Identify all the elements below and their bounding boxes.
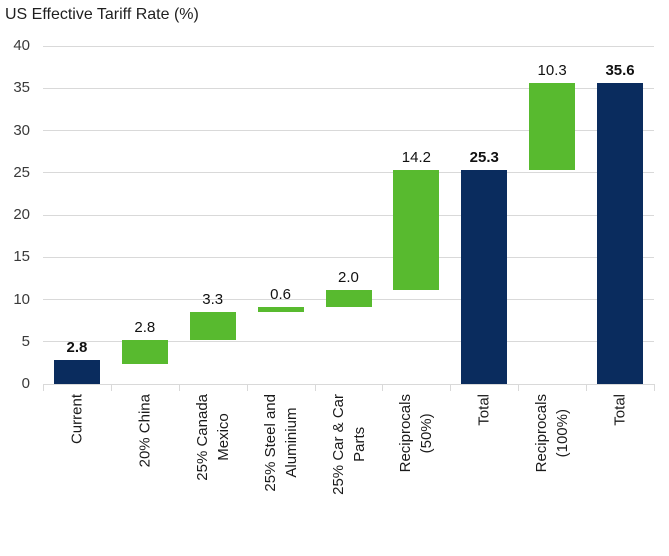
bar-increment xyxy=(393,170,440,291)
gridline xyxy=(43,130,654,131)
gridline xyxy=(43,214,654,216)
x-axis-label: 25% Car & Car Parts xyxy=(329,394,368,495)
y-axis-tick-label: 15 xyxy=(13,248,30,266)
gridline xyxy=(43,45,654,47)
bar-value-label: 10.3 xyxy=(537,62,567,80)
x-axis-label: 20% China xyxy=(136,394,154,468)
x-axis-tick xyxy=(450,384,452,391)
gridline xyxy=(43,172,654,174)
x-axis-tick xyxy=(246,384,248,391)
x-axis-tick xyxy=(178,384,180,391)
bar-increment xyxy=(325,290,372,308)
x-axis-label: 25% Steel and Aluminium xyxy=(261,394,300,492)
bar-increment xyxy=(189,312,236,341)
bar-value-label: 0.6 xyxy=(270,286,292,304)
x-axis-label: Reciprocals (50%) xyxy=(397,394,436,473)
bar-value-label: 14.2 xyxy=(401,149,431,167)
x-axis-tick xyxy=(110,384,112,391)
x-axis-tick xyxy=(314,384,316,391)
bar-total xyxy=(597,83,644,384)
bar-value-label: 3.3 xyxy=(202,291,224,309)
y-axis-tick-label: 25 xyxy=(13,163,30,181)
x-axis-label: 25% Canada Mexico xyxy=(193,394,232,481)
x-axis-label: Current xyxy=(68,394,86,445)
bar-increment xyxy=(529,83,576,171)
y-axis-tick-label: 40 xyxy=(13,37,30,54)
x-axis-tick xyxy=(382,384,384,391)
bar-value-label: 25.3 xyxy=(469,149,499,167)
bar-value-label: 2.8 xyxy=(66,339,88,357)
bar-value-label: 2.0 xyxy=(338,269,359,287)
y-axis-tick-label: 20 xyxy=(13,206,30,223)
gridline xyxy=(43,383,654,385)
x-axis-tick xyxy=(518,384,520,391)
gridline xyxy=(43,87,654,89)
x-axis-tick xyxy=(654,384,655,391)
x-axis-label: Total xyxy=(611,394,629,426)
bar-value-label: 35.6 xyxy=(605,62,635,80)
x-axis-label: Reciprocals (100%) xyxy=(533,394,572,473)
x-axis-tick xyxy=(586,384,588,391)
x-axis-tick xyxy=(43,384,44,391)
bar-increment xyxy=(257,307,304,313)
y-axis-tick-label: 35 xyxy=(13,79,30,97)
x-axis-label: Total xyxy=(475,394,493,426)
bar-total xyxy=(461,170,508,384)
bar-increment xyxy=(121,340,168,364)
y-axis-tick-label: 0 xyxy=(21,375,30,392)
y-axis-tick-label: 5 xyxy=(21,332,30,350)
y-axis-tick-label: 30 xyxy=(13,121,30,139)
gridline xyxy=(43,341,654,343)
y-axis-tick-label: 10 xyxy=(13,290,30,308)
bar-total xyxy=(53,360,100,384)
bar-value-label: 2.8 xyxy=(134,319,156,337)
gridline xyxy=(43,256,654,258)
chart-title: US Effective Tariff Rate (%) xyxy=(5,6,199,23)
